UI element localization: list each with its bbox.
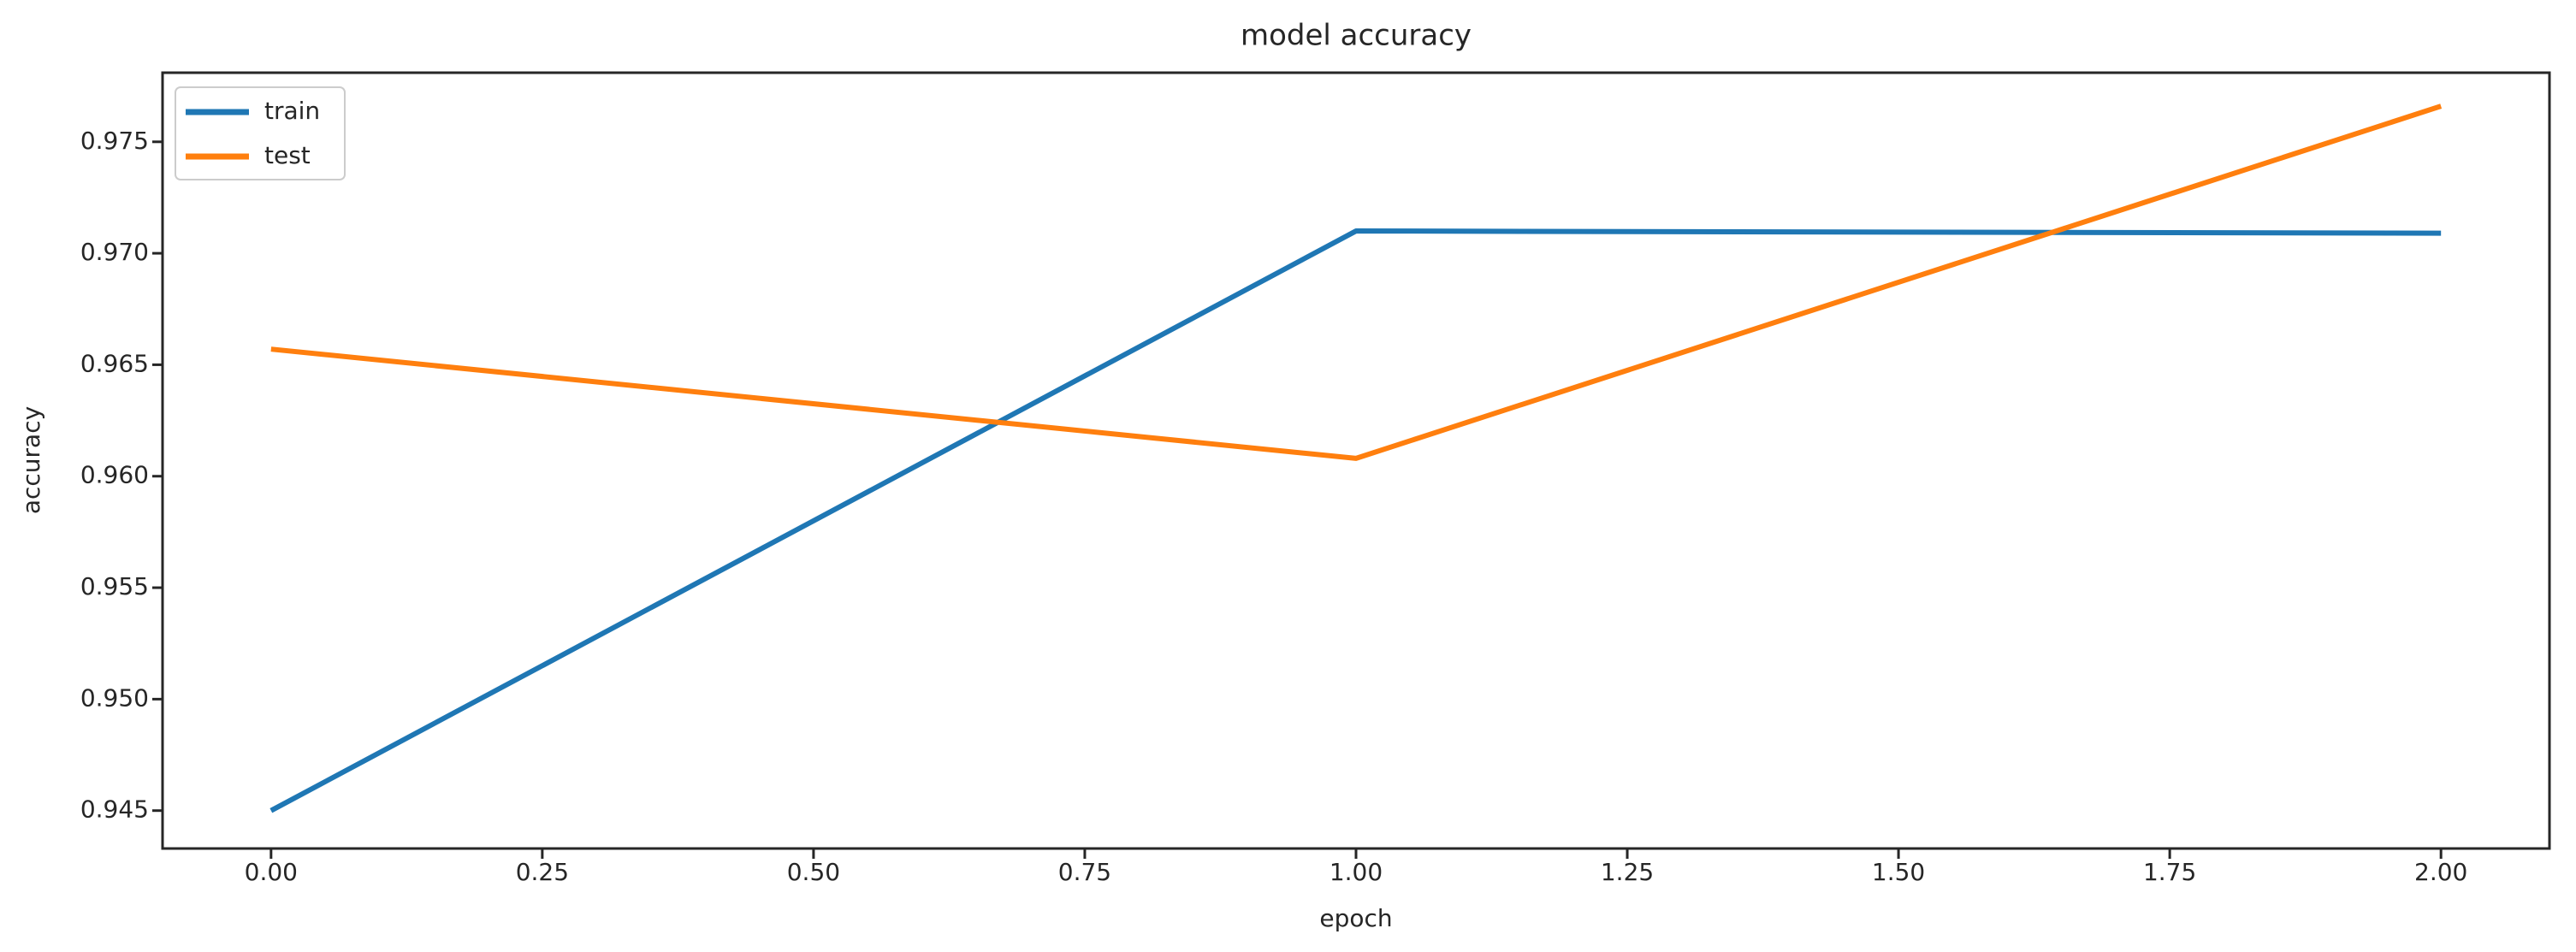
x-tick-label: 0.25 [516,858,569,886]
test-line [270,103,2443,461]
x-tick-label: 1.75 [2143,858,2196,886]
axes-ticks: 0.00 0.25 0.50 0.75 1.00 1.25 1.50 1.75 2.00 0.94… [80,127,2468,886]
y-tick-label: 0.975 [80,127,149,155]
x-axis-label: epoch [1319,904,1392,932]
x-tick-label: 0.00 [245,858,298,886]
x-tick-label: 1.25 [1601,858,1654,886]
x-tick-label: 2.00 [2414,858,2467,886]
x-tick-label: 0.50 [787,858,840,886]
y-tick-label: 0.965 [80,349,149,377]
train-line [269,228,2442,813]
y-tick-label: 0.945 [80,795,149,824]
y-tick-label: 0.960 [80,461,149,489]
x-tick-label: 1.00 [1329,858,1383,886]
y-axis-label: accuracy [17,406,45,514]
y-tick-label: 0.970 [80,238,149,266]
y-tick-label: 0.955 [80,572,149,600]
x-tick-label: 1.50 [1872,858,1925,886]
y-tick-label: 0.950 [80,683,149,712]
legend: train test [175,86,346,180]
chart-title: model accuracy [1241,19,1472,53]
legend-label-train: train [264,97,320,125]
x-tick-label: 0.75 [1058,858,1111,886]
legend-label-test: test [264,141,311,169]
data-series [269,103,2443,813]
